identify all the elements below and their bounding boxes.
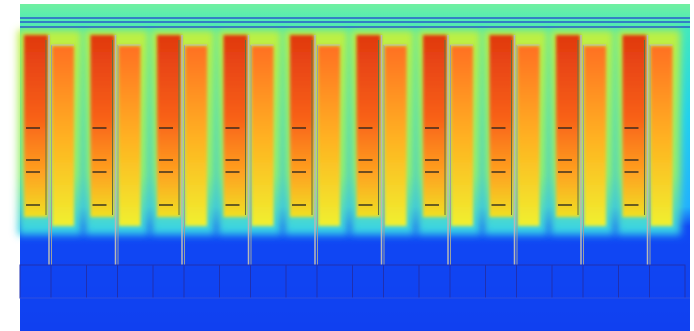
core-right bbox=[518, 46, 540, 226]
core-right bbox=[119, 46, 141, 226]
core-right bbox=[252, 46, 274, 226]
core-right bbox=[451, 46, 473, 226]
core-left bbox=[24, 35, 48, 217]
field-plot bbox=[0, 0, 694, 331]
core-right bbox=[385, 46, 407, 226]
core-right bbox=[52, 46, 74, 226]
core-right bbox=[318, 46, 340, 226]
core-left bbox=[556, 35, 580, 217]
core-right bbox=[584, 46, 606, 226]
core-left bbox=[423, 35, 447, 217]
core-left bbox=[490, 35, 514, 217]
core-left bbox=[91, 35, 115, 217]
core-left bbox=[290, 35, 314, 217]
core-left bbox=[224, 35, 248, 217]
core-right bbox=[185, 46, 207, 226]
core-left bbox=[157, 35, 181, 217]
core-left bbox=[623, 35, 647, 217]
core-left bbox=[357, 35, 381, 217]
core-right bbox=[651, 46, 673, 226]
